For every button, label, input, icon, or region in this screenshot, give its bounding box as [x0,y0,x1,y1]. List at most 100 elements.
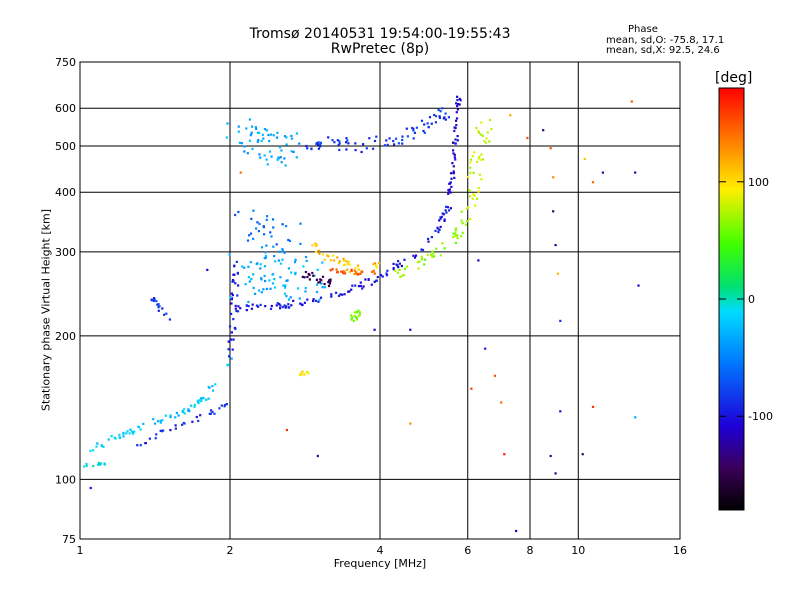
data-point [274,260,277,263]
data-point [471,197,474,200]
data-point [228,325,232,328]
data-point [346,268,349,271]
data-point [279,307,282,310]
data-point [338,140,341,143]
data-point [272,226,275,229]
data-point [454,158,457,161]
data-point [297,287,300,290]
data-point [346,139,349,142]
scatter-point [373,328,376,331]
data-point [420,258,424,261]
data-point [423,131,426,134]
data-point [155,300,158,303]
data-point [328,282,331,285]
data-point [450,185,453,188]
data-point [235,260,238,263]
data-point [321,261,324,264]
data-point [315,290,319,294]
data-point [83,465,86,468]
data-point [417,267,420,270]
data-point [327,136,330,139]
data-point [270,235,273,238]
data-point [437,108,440,112]
data-point [259,303,262,306]
data-point [272,245,275,248]
data-point [432,251,435,255]
data-point [375,279,378,282]
data-point [360,150,363,154]
scatter-point [549,454,552,458]
data-point [307,272,310,276]
data-point [246,152,249,155]
data-point [318,252,321,255]
data-point [205,398,208,401]
data-point [231,348,234,351]
data-point [398,268,401,271]
data-point [344,272,347,275]
scatter-point [583,157,586,160]
data-point [475,197,479,200]
scatter-point [559,319,562,322]
data-point [453,176,456,179]
data-point [331,268,334,271]
data-point [133,430,136,433]
data-point [283,157,286,160]
data-point [98,463,101,466]
data-point [283,292,287,295]
data-point [110,435,113,438]
data-point [449,207,452,210]
data-point [316,268,319,271]
y-tick-label: 200 [55,330,76,343]
y-tick-label: 100 [55,473,76,486]
data-point [342,272,345,275]
data-point [442,213,445,216]
data-point [251,125,254,128]
data-point [312,299,315,303]
data-point [479,133,482,136]
data-point [269,287,272,290]
data-point [480,121,483,124]
x-tick-label: 2 [227,544,234,557]
data-point [317,141,320,144]
data-point [285,225,288,228]
data-point [450,172,453,175]
data-point [304,255,308,259]
data-point [452,141,455,144]
data-point [298,142,301,145]
data-point [281,258,284,261]
colorbar-ticks: 100 0 -100 [719,176,773,423]
data-point [295,132,299,135]
data-point [342,270,345,273]
data-point [255,227,258,230]
data-point [451,162,454,165]
data-point [368,137,371,140]
data-point [137,425,141,429]
scatter-point [634,416,637,419]
data-point [412,254,415,257]
data-point [360,270,363,273]
data-point [183,412,186,415]
data-point [256,221,259,224]
data-point [254,292,257,295]
y-tick-label: 750 [55,56,76,69]
data-point [250,132,253,135]
data-point [113,436,116,439]
data-point [433,113,436,117]
data-point [401,135,404,138]
scatter-point [409,422,412,425]
data-point [329,259,332,262]
data-point [480,153,483,156]
data-point [337,294,341,297]
data-point [284,284,287,287]
data-point [418,260,421,263]
data-point [454,227,458,230]
data-point [427,237,430,240]
data-point [348,290,351,293]
data-point [437,231,440,234]
data-point [230,312,233,315]
data-point [263,154,266,157]
data-point [266,163,269,166]
data-point [292,150,295,153]
data-point [248,280,251,283]
data-point [452,149,455,152]
